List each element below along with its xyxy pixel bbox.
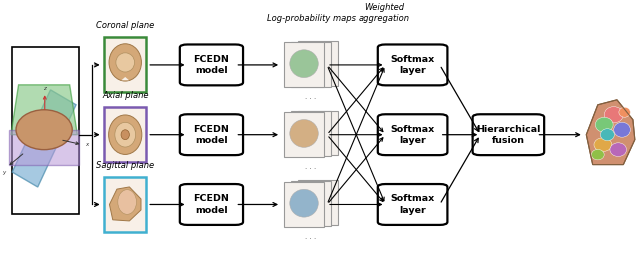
FancyBboxPatch shape xyxy=(180,114,243,155)
Ellipse shape xyxy=(298,49,326,76)
Ellipse shape xyxy=(619,107,630,117)
Text: Softmax
layer: Softmax layer xyxy=(390,194,435,214)
Ellipse shape xyxy=(600,129,614,141)
Text: FCEDN
model: FCEDN model xyxy=(193,194,229,214)
Polygon shape xyxy=(9,130,79,165)
Text: Log-probability maps: Log-probability maps xyxy=(266,14,356,23)
Bar xyxy=(298,41,338,86)
Ellipse shape xyxy=(298,188,326,216)
Ellipse shape xyxy=(610,143,627,157)
Bar xyxy=(298,110,338,155)
Bar xyxy=(284,112,324,157)
Text: z: z xyxy=(44,86,46,91)
Bar xyxy=(284,182,324,227)
Text: Softmax
layer: Softmax layer xyxy=(390,55,435,75)
Bar xyxy=(104,107,146,162)
Text: Axial plane: Axial plane xyxy=(102,91,148,100)
Ellipse shape xyxy=(115,122,136,147)
Ellipse shape xyxy=(290,189,318,217)
Ellipse shape xyxy=(118,190,136,214)
Text: Coronal plane: Coronal plane xyxy=(96,21,154,30)
Polygon shape xyxy=(109,187,141,221)
Bar xyxy=(291,112,331,156)
Text: x: x xyxy=(86,142,89,147)
Text: Hierarchical
fusion: Hierarchical fusion xyxy=(476,125,541,145)
FancyBboxPatch shape xyxy=(378,44,447,85)
Text: FCEDN
model: FCEDN model xyxy=(193,55,229,75)
Text: Weighted
aggregation: Weighted aggregation xyxy=(358,3,410,23)
Ellipse shape xyxy=(294,49,323,77)
Text: Sagittal plane: Sagittal plane xyxy=(96,161,154,170)
Ellipse shape xyxy=(290,120,318,147)
Bar xyxy=(291,42,331,87)
Ellipse shape xyxy=(109,44,141,81)
Ellipse shape xyxy=(594,138,612,152)
Ellipse shape xyxy=(604,107,623,123)
Bar xyxy=(104,177,146,232)
FancyBboxPatch shape xyxy=(472,114,544,155)
Ellipse shape xyxy=(591,150,604,160)
Ellipse shape xyxy=(614,122,630,137)
Polygon shape xyxy=(11,85,77,135)
Ellipse shape xyxy=(298,119,326,146)
Ellipse shape xyxy=(294,189,323,217)
Polygon shape xyxy=(12,90,76,187)
Text: . . .: . . . xyxy=(305,234,317,240)
Text: . . .: . . . xyxy=(305,164,317,170)
Bar xyxy=(12,48,79,214)
Ellipse shape xyxy=(294,119,323,147)
Text: . . .: . . . xyxy=(305,94,317,100)
FancyBboxPatch shape xyxy=(378,114,447,155)
Ellipse shape xyxy=(595,117,613,132)
Ellipse shape xyxy=(116,53,134,72)
FancyBboxPatch shape xyxy=(180,184,243,225)
Ellipse shape xyxy=(290,50,318,77)
Ellipse shape xyxy=(121,130,129,140)
FancyBboxPatch shape xyxy=(180,44,243,85)
Text: y: y xyxy=(3,170,6,174)
Ellipse shape xyxy=(16,110,72,150)
Ellipse shape xyxy=(109,115,142,154)
Polygon shape xyxy=(122,77,129,80)
Text: Softmax
layer: Softmax layer xyxy=(390,125,435,145)
Bar xyxy=(291,181,331,226)
Bar xyxy=(284,42,324,87)
Bar xyxy=(104,37,146,92)
Polygon shape xyxy=(586,100,635,165)
Text: FCEDN
model: FCEDN model xyxy=(193,125,229,145)
FancyBboxPatch shape xyxy=(378,184,447,225)
Bar xyxy=(298,180,338,225)
